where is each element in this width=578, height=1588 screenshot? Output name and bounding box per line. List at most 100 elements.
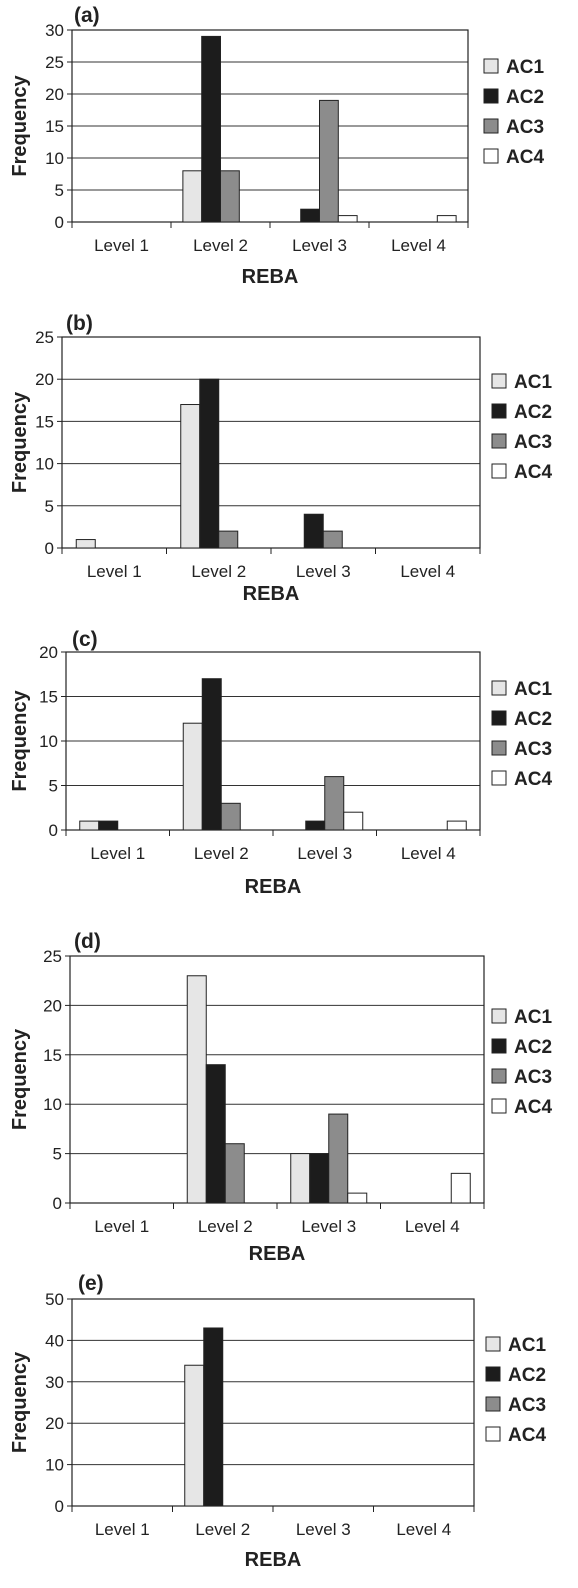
bar-ac3-level-3 (322, 530, 343, 549)
y-axis-title: Frequency (9, 391, 31, 493)
panel-label: (d) (74, 930, 101, 953)
y-tick-label: 15 (39, 688, 58, 707)
legend-label: AC1 (514, 679, 552, 700)
bar-ac3-level-3 (319, 99, 339, 223)
panel-label: (e) (78, 1272, 104, 1295)
bar-ac3-level-3 (324, 776, 345, 831)
plot-frame (71, 1298, 475, 1507)
legend-swatch (491, 463, 507, 479)
legend-label: AC3 (514, 1067, 552, 1088)
legend-swatch (491, 403, 507, 419)
y-tick-label: 10 (45, 1456, 64, 1475)
bar-ac2-level-2 (203, 1327, 224, 1507)
y-axis-title: Frequency (9, 690, 31, 792)
bar-ac4-level-4 (436, 215, 457, 223)
x-tick-label: Level 1 (94, 1217, 149, 1236)
legend-swatch (485, 1396, 501, 1412)
x-tick-label: Level 4 (401, 844, 456, 863)
legend-label: AC2 (514, 709, 552, 730)
y-tick-label: 15 (43, 1046, 62, 1065)
legend-swatch (491, 373, 507, 389)
x-tick-label: Level 1 (90, 844, 145, 863)
y-tick-label: 10 (39, 732, 58, 751)
bar-ac4-level-3 (343, 811, 364, 831)
legend-swatch (491, 1008, 507, 1024)
plot-frame (61, 336, 481, 549)
legend-swatch (491, 770, 507, 786)
legend-swatch (491, 1098, 507, 1114)
x-axis-title: REBA (245, 876, 302, 898)
bar-ac1-level-2 (186, 975, 207, 1204)
bar-ac2-level-2 (205, 1064, 226, 1204)
legend-swatch (491, 680, 507, 696)
y-tick-label: 30 (45, 1373, 64, 1392)
y-tick-label: 10 (35, 455, 54, 474)
bar-ac2-level-2 (201, 678, 222, 831)
bar-ac4-level-4 (446, 820, 467, 831)
legend-label: AC4 (514, 769, 552, 790)
y-tick-label: 5 (53, 1145, 62, 1164)
bar-ac1-level-1 (75, 539, 96, 549)
panel-label: (b) (66, 312, 93, 335)
y-axis-title: Frequency (9, 75, 31, 177)
legend-swatch (491, 1038, 507, 1054)
x-tick-label: Level 4 (400, 562, 455, 581)
bar-ac3-level-3 (328, 1113, 349, 1204)
y-tick-label: 15 (35, 412, 54, 431)
legend-label: AC4 (514, 462, 552, 483)
x-tick-label: Level 1 (94, 236, 149, 255)
chart-panel: 0 5 10 15 20 25 30 Level 1 Level 2 Level 3 Level 4… (9, 4, 544, 288)
legend-swatch (483, 88, 499, 104)
bar-ac2-level-1 (98, 820, 119, 831)
y-tick-label: 0 (53, 1194, 62, 1213)
legend-label: AC1 (508, 1335, 546, 1356)
x-tick-label: Level 3 (297, 844, 352, 863)
x-tick-label: Level 3 (296, 562, 351, 581)
y-tick-label: 5 (55, 181, 64, 200)
legend-label: AC2 (506, 87, 544, 108)
bar-ac1-level-2 (182, 722, 203, 831)
legend-label: AC2 (508, 1365, 546, 1386)
bar-ac3-level-2 (220, 802, 241, 831)
legend-label: AC1 (514, 372, 552, 393)
y-axis-title: Frequency (9, 1028, 31, 1130)
panel-label: (a) (74, 4, 100, 27)
legend-swatch (491, 1068, 507, 1084)
legend-swatch (491, 740, 507, 756)
legend-label: AC4 (508, 1425, 546, 1446)
legend-label: AC3 (508, 1395, 546, 1416)
chart-panel: 0 5 10 15 20 25 Level 1 Level 2 Level 3 Level 4 (b… (9, 312, 552, 605)
legend-swatch (491, 433, 507, 449)
x-tick-label: Level 4 (396, 1520, 451, 1539)
x-tick-label: Level 1 (87, 562, 142, 581)
bar-ac3-level-2 (224, 1143, 245, 1204)
bar-ac2-level-3 (300, 208, 321, 223)
y-tick-label: 25 (35, 328, 54, 347)
bar-ac3-level-2 (220, 170, 240, 223)
legend-label: AC3 (514, 432, 552, 453)
legend-label: AC1 (514, 1007, 552, 1028)
legend-label: AC4 (514, 1097, 552, 1118)
y-tick-label: 0 (45, 539, 54, 558)
y-tick-label: 20 (43, 996, 62, 1015)
chart-panel: 0 5 10 15 20 Level 1 Level 2 Level 3 Level 4 (c) R… (9, 628, 552, 898)
y-tick-label: 20 (35, 370, 54, 389)
y-tick-label: 10 (45, 149, 64, 168)
bar-ac2-level-3 (309, 1153, 330, 1204)
x-tick-label: Level 1 (95, 1520, 150, 1539)
y-tick-label: 5 (45, 497, 54, 516)
legend-swatch (483, 148, 499, 164)
x-tick-label: Level 4 (405, 1217, 460, 1236)
x-tick-label: Level 3 (301, 1217, 356, 1236)
x-tick-label: Level 3 (296, 1520, 351, 1539)
bar-ac3-level-2 (218, 530, 239, 549)
y-tick-label: 0 (55, 213, 64, 232)
y-tick-label: 25 (45, 53, 64, 72)
legend-label: AC1 (506, 57, 544, 78)
x-tick-label: Level 3 (292, 236, 347, 255)
legend-swatch (483, 58, 499, 74)
legend-swatch (491, 710, 507, 726)
bar-ac2-level-2 (199, 378, 220, 549)
plot-frame (69, 955, 485, 1204)
